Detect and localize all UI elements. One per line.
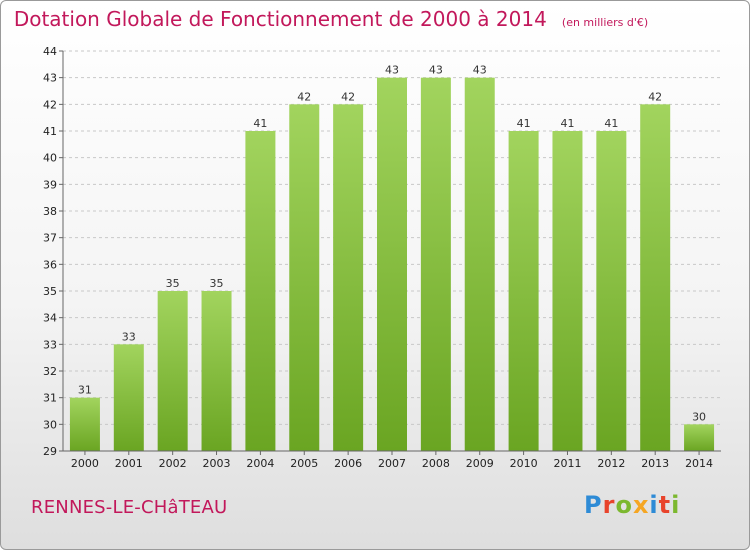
- x-tick-label: 2014: [685, 457, 713, 470]
- x-tick-label: 2011: [553, 457, 581, 470]
- data-label: 43: [385, 64, 399, 77]
- data-label: 43: [473, 64, 487, 77]
- axis-layer: 29 30 31 32 33 34 35 36 37 38 39 40 41 42 43 44 2000 2001…: [43, 45, 721, 470]
- bar: [420, 77, 451, 452]
- bar-layer: 31 33 35 35 41 42 42 43 43 43 41 41 41 42 30: [69, 64, 715, 452]
- x-tick-label: 2000: [71, 457, 99, 470]
- brand-letter: t: [658, 491, 672, 519]
- bar: [289, 104, 320, 451]
- y-tick-label: 43: [43, 72, 57, 85]
- brand-letter: i: [649, 491, 659, 519]
- y-tick-label: 31: [43, 392, 57, 405]
- data-label: 30: [692, 410, 706, 423]
- proxiti-logo: Proxiti: [584, 491, 680, 519]
- bar: [157, 291, 188, 451]
- y-tick-label: 42: [43, 98, 57, 111]
- chart-subtitle: (en milliers d'€): [561, 16, 649, 29]
- chart-title: Dotation Globale de Fonctionnement de 20…: [13, 7, 547, 31]
- bar: [464, 77, 495, 452]
- bar: [508, 131, 539, 451]
- chart-title-block: Dotation Globale de Fonctionnement de 20…: [1, 7, 661, 31]
- data-label: 35: [166, 277, 180, 290]
- x-tick-label: 2009: [466, 457, 494, 470]
- bar: [69, 397, 100, 451]
- x-tick-label: 2010: [510, 457, 538, 470]
- data-label: 42: [648, 90, 662, 103]
- x-tick-label: 2004: [246, 457, 274, 470]
- bar: [552, 131, 583, 451]
- bar: [201, 291, 232, 451]
- x-tick-label: 2013: [641, 457, 669, 470]
- y-tick-label: 33: [43, 338, 57, 351]
- brand-letter: r: [602, 491, 616, 519]
- brand-letter: P: [584, 491, 603, 519]
- y-tick-label: 38: [43, 205, 57, 218]
- y-tick-label: 35: [43, 285, 57, 298]
- commune-name: RENNES-LE-CHâTEAU: [31, 497, 228, 518]
- data-label: 41: [253, 117, 267, 130]
- y-tick-label: 41: [43, 125, 57, 138]
- x-tick-label: 2008: [422, 457, 450, 470]
- y-tick-label: 36: [43, 258, 57, 271]
- data-label: 41: [517, 117, 531, 130]
- data-label: 35: [210, 277, 224, 290]
- x-tick-label: 2005: [290, 457, 318, 470]
- y-tick-label: 39: [43, 178, 57, 191]
- bar: [640, 104, 671, 451]
- data-label: 41: [560, 117, 574, 130]
- bar: [377, 77, 407, 452]
- y-tick-label: 40: [43, 152, 57, 165]
- x-tick-label: 2002: [159, 457, 187, 470]
- x-tick-label: 2007: [378, 457, 406, 470]
- bar: [596, 131, 627, 451]
- data-label: 31: [78, 384, 92, 397]
- data-label: 41: [604, 117, 618, 130]
- y-tick-label: 29: [43, 445, 57, 458]
- brand-letter: o: [615, 491, 633, 519]
- x-tick-label: 2006: [334, 457, 362, 470]
- data-label: 42: [341, 90, 355, 103]
- data-label: 42: [297, 90, 311, 103]
- y-tick-label: 30: [43, 418, 57, 431]
- bar: [333, 104, 364, 451]
- x-tick-label: 2003: [203, 457, 231, 470]
- brand-letter: i: [671, 491, 681, 519]
- x-tick-label: 2001: [115, 457, 143, 470]
- x-tick-label: 2012: [597, 457, 625, 470]
- y-tick-label: 44: [43, 45, 57, 58]
- y-tick-label: 37: [43, 232, 57, 245]
- bar: [245, 131, 276, 451]
- bar: [113, 344, 144, 451]
- data-label: 33: [122, 330, 136, 343]
- y-tick-label: 34: [43, 312, 57, 325]
- data-label: 43: [429, 64, 443, 77]
- y-tick-label: 32: [43, 365, 57, 378]
- bar: [684, 424, 715, 451]
- brand-letter: x: [632, 491, 650, 519]
